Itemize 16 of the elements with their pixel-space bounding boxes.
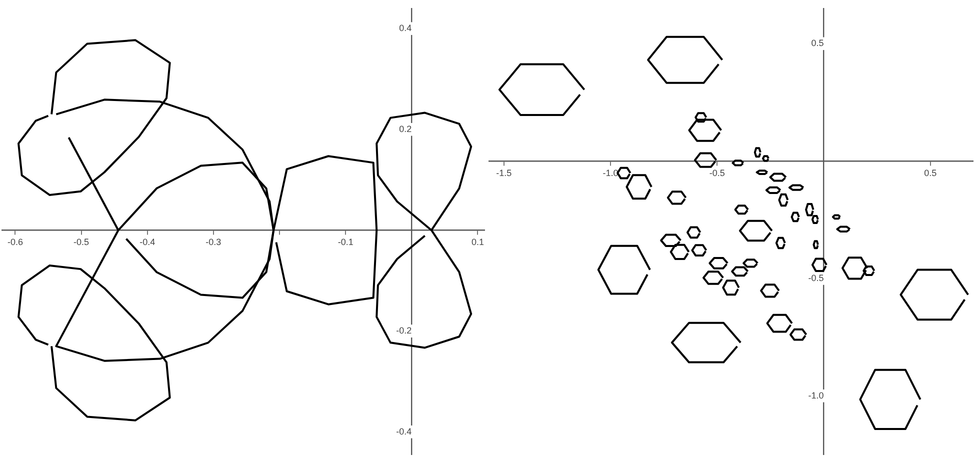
x-tick-label: -0.5 [74, 237, 90, 248]
x-tick-label: -0.5 [709, 168, 725, 178]
y-tick-label: 0.4 [399, 23, 412, 34]
x-tick-label: -0.1 [338, 237, 354, 248]
y-tick-label: 0.2 [399, 124, 412, 134]
x-tick-label: -0.6 [7, 237, 23, 248]
x-tick-label: -0.3 [206, 237, 222, 248]
y-tick-label: 0.5 [811, 38, 824, 48]
y-tick-label: -0.2 [396, 326, 412, 336]
x-tick-label: -0.4 [140, 237, 156, 248]
y-tick-label: -0.4 [396, 426, 412, 436]
y-tick-label: -0.5 [808, 272, 824, 283]
y-tick-label: -1.0 [808, 390, 824, 400]
x-tick-label: -1.5 [496, 168, 512, 178]
x-tick-label: 0.1 [471, 237, 484, 248]
x-tick-label: 0.5 [924, 168, 937, 178]
